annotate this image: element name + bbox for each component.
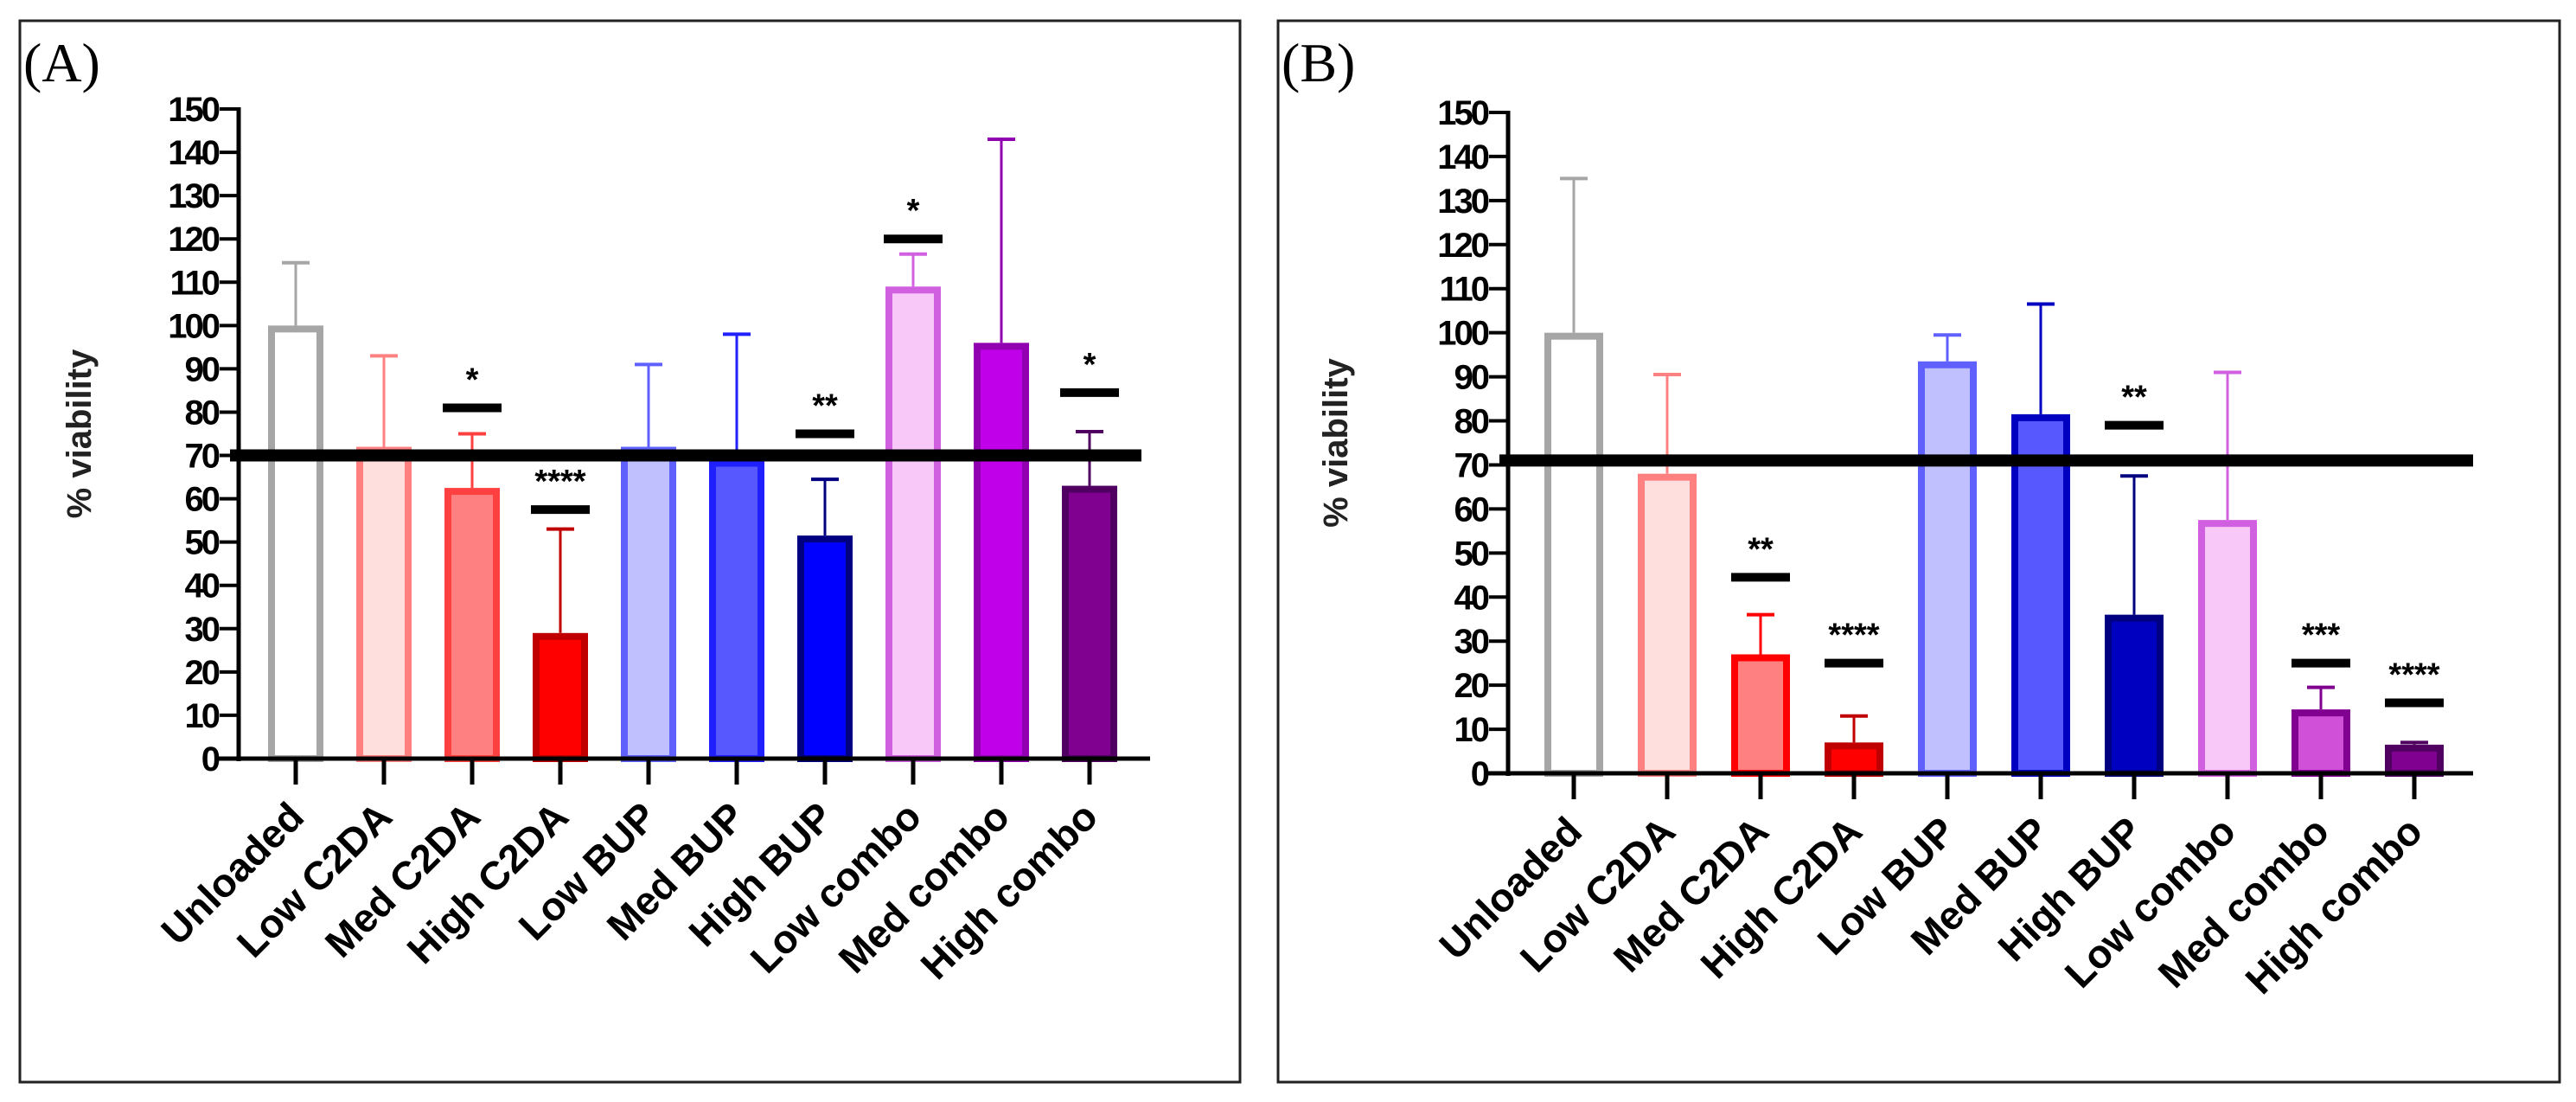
bar <box>2105 614 2164 778</box>
bar <box>1544 332 1603 777</box>
y-axis-label: % viability <box>61 349 99 518</box>
bar <box>1638 473 1697 777</box>
y-tick-label: 60 <box>185 481 220 519</box>
bar <box>2292 709 2350 777</box>
bar <box>1918 361 1977 777</box>
significance-label: ** <box>2121 380 2147 416</box>
significance-label: ** <box>1748 531 1774 567</box>
y-tick-label: 20 <box>1454 667 1489 705</box>
y-tick-label: 80 <box>1454 403 1489 441</box>
y-tick-label: 0 <box>1471 755 1489 793</box>
bar <box>1062 485 1117 763</box>
significance-label: * <box>466 362 479 398</box>
y-tick-label: 120 <box>168 221 219 259</box>
significance-label: ** <box>812 388 838 425</box>
y-tick-label: 20 <box>185 654 220 692</box>
bar <box>268 325 323 762</box>
bar <box>974 343 1029 762</box>
significance-label: **** <box>1828 618 1879 654</box>
y-tick-label: 90 <box>1454 359 1489 397</box>
y-tick-label: 100 <box>168 307 219 345</box>
panel-label: (A) <box>23 32 100 93</box>
bar <box>1825 742 1883 778</box>
bar <box>533 632 588 762</box>
y-tick-label: 10 <box>1454 711 1489 749</box>
y-tick-label: 80 <box>185 394 220 432</box>
bar <box>444 488 500 762</box>
significance-label: **** <box>534 464 585 500</box>
y-tick-label: 150 <box>168 91 219 129</box>
y-tick-label: 130 <box>1437 183 1488 221</box>
y-tick-label: 50 <box>1454 535 1489 573</box>
significance-label: *** <box>2302 618 2341 654</box>
significance-label: * <box>907 193 920 229</box>
y-tick-label: 140 <box>168 134 219 172</box>
y-tick-label: 50 <box>185 524 220 562</box>
y-tick-label: 100 <box>1437 315 1488 353</box>
bar <box>1731 654 1790 777</box>
panel-label: (B) <box>1282 32 1355 93</box>
y-tick-label: 30 <box>185 611 220 649</box>
panel-b: (B) % viability 0 10 20 30 40 50 60 70 80 90 100 110 1… <box>1276 19 2561 1084</box>
bar <box>2385 744 2444 777</box>
bar <box>2011 413 2070 777</box>
bar <box>356 446 412 763</box>
y-tick-label: 150 <box>1437 94 1488 132</box>
y-tick-label: 140 <box>1437 138 1488 176</box>
bar <box>885 286 941 763</box>
bar <box>797 535 853 763</box>
y-tick-label: 130 <box>168 177 219 215</box>
y-tick-label: 40 <box>185 567 220 605</box>
panel-a: (A) % viability 0 10 20 30 40 50 60 70 80 90 100 110 1… <box>18 19 1242 1084</box>
y-tick-label: 70 <box>185 438 220 476</box>
y-tick-label: 70 <box>1454 446 1489 484</box>
y-tick-label: 90 <box>185 350 220 388</box>
significance-label: * <box>1083 347 1096 383</box>
y-tick-label: 60 <box>1454 490 1489 529</box>
y-tick-label: 40 <box>1454 579 1489 617</box>
y-tick-label: 120 <box>1437 227 1488 265</box>
significance-label: **** <box>2388 657 2439 694</box>
y-tick-label: 110 <box>169 264 219 302</box>
y-axis-label: % viability <box>1317 357 1355 527</box>
y-tick-label: 30 <box>1454 623 1489 661</box>
bar <box>2198 520 2257 778</box>
bar <box>709 459 764 762</box>
y-tick-label: 110 <box>1439 271 1488 309</box>
y-tick-label: 10 <box>185 697 220 735</box>
y-tick-label: 0 <box>201 740 220 778</box>
bar <box>621 446 676 763</box>
